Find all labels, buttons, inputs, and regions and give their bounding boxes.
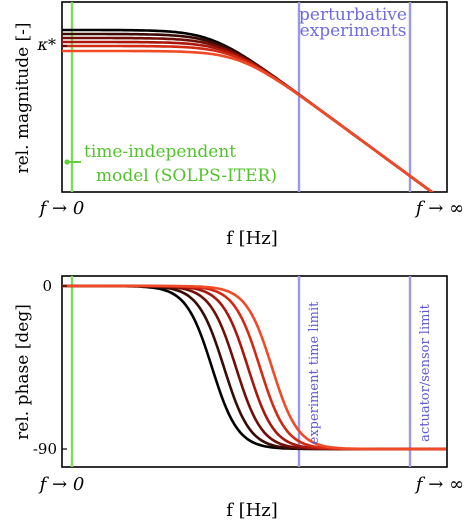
actuator-sensor-limit-label: actuator/sensor limit bbox=[418, 303, 433, 441]
magnitude-ylabel: rel. magnitude [-] bbox=[13, 22, 33, 173]
phase-xlabel: f [Hz] bbox=[226, 500, 278, 521]
model-label-line-2: model (SOLPS-ITER) bbox=[96, 166, 277, 186]
model-label-line-1: time-independent bbox=[84, 142, 236, 162]
phase-series-6 bbox=[62, 284, 446, 451]
magnitude-series-6 bbox=[62, 49, 434, 192]
experiment-label-line-2: experiments bbox=[300, 21, 407, 41]
experiment-label-line-1: perturbative bbox=[299, 5, 407, 25]
magnitude-xtick-high: f → ∞ bbox=[414, 198, 464, 219]
magnitude-xtick-low: f → 0 bbox=[38, 198, 85, 219]
magnitude-curves bbox=[62, 28, 434, 192]
phase-plot-frame bbox=[61, 275, 448, 468]
phase-ytick-0: 0 bbox=[42, 277, 52, 295]
experiment-time-limit-label: experiment time limit bbox=[307, 301, 322, 444]
magnitude-ytick-kappa: κ* bbox=[37, 35, 57, 54]
magnitude-xlabel: f [Hz] bbox=[226, 228, 278, 249]
phase-panel: experiment time limit actuator/sensor li… bbox=[13, 275, 464, 521]
phase-ytick-neg90: -90 bbox=[33, 440, 57, 458]
phase-xtick-low: f → 0 bbox=[38, 474, 85, 495]
phase-curves bbox=[62, 284, 446, 451]
phase-ylabel: rel. phase [deg] bbox=[13, 304, 33, 440]
phase-xtick-high: f → ∞ bbox=[414, 474, 464, 495]
magnitude-panel: perturbative experiments time-independen… bbox=[13, 1, 464, 249]
model-pointer-dot bbox=[64, 159, 70, 165]
